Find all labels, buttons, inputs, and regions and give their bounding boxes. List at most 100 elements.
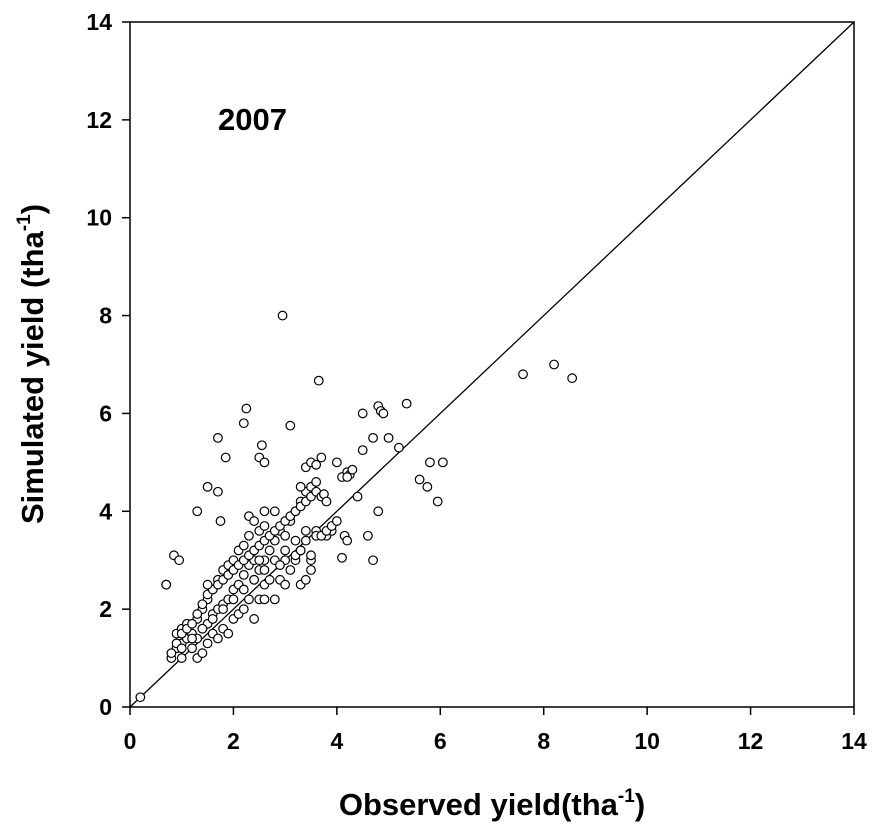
data-point (197, 648, 208, 659)
data-point (342, 535, 353, 546)
data-point (244, 530, 254, 541)
data-point (321, 496, 332, 507)
data-point (401, 398, 412, 409)
y-axis-ticks: 0 2 4 6 8 10 12 14 (86, 9, 130, 720)
data-point (316, 452, 327, 463)
one-to-one-line (129, 21, 855, 708)
data-point (174, 555, 185, 566)
data-point (202, 579, 213, 590)
y-tick-label: 8 (99, 303, 112, 329)
data-point (337, 552, 347, 563)
data-point (295, 481, 306, 492)
data-point (425, 457, 435, 468)
data-point (437, 457, 448, 468)
data-point (331, 457, 342, 468)
data-point (300, 525, 311, 536)
data-point (290, 535, 301, 546)
data-point (259, 457, 270, 468)
data-point (238, 584, 249, 595)
data-point (311, 477, 322, 487)
data-point (192, 609, 203, 619)
data-point (202, 638, 213, 649)
data-point (306, 550, 316, 561)
data-point (220, 452, 231, 463)
data-point (280, 530, 291, 541)
data-point (277, 310, 288, 321)
data-point (207, 614, 218, 624)
data-point (347, 464, 358, 475)
data-point (197, 623, 208, 634)
data-point (368, 432, 378, 443)
data-point (378, 408, 389, 419)
data-point (249, 614, 260, 624)
x-tick-label: 14 (841, 728, 867, 754)
data-point (202, 481, 213, 492)
year-annotation: 2007 (218, 102, 287, 137)
data-point (313, 375, 324, 386)
data-point (187, 643, 197, 654)
data-point (394, 442, 404, 453)
data-point (259, 594, 270, 605)
data-point (331, 516, 342, 526)
y-tick-label: 10 (86, 205, 112, 231)
x-tick-label: 6 (434, 728, 447, 754)
data-point (414, 474, 425, 485)
x-axis-ticks: 0 2 4 6 8 10 12 14 (124, 707, 867, 754)
data-point (249, 574, 260, 585)
y-tick-label: 6 (99, 400, 112, 426)
data-point (241, 403, 252, 414)
data-point (192, 506, 203, 517)
data-point (259, 565, 270, 575)
data-point (352, 491, 363, 502)
data-point (357, 408, 368, 419)
data-point (285, 565, 296, 575)
data-point (213, 432, 223, 443)
data-point (223, 628, 234, 639)
data-point (197, 599, 208, 610)
x-tick-label: 2 (227, 728, 240, 754)
data-point (215, 516, 226, 526)
data-point (166, 648, 177, 659)
data-point (238, 418, 249, 429)
data-point (176, 653, 187, 663)
data-point (259, 521, 270, 531)
data-point (295, 545, 306, 556)
data-point (176, 643, 187, 654)
data-point (264, 545, 275, 556)
data-point (135, 692, 146, 703)
data-point (342, 472, 353, 482)
data-point (228, 594, 239, 605)
data-point (269, 594, 280, 605)
x-tick-label: 12 (738, 728, 764, 754)
data-point (238, 540, 249, 551)
x-tick-label: 10 (634, 728, 660, 754)
data-point (249, 516, 260, 526)
data-point (269, 506, 280, 517)
data-point (432, 496, 443, 507)
data-point (280, 579, 291, 590)
plot-frame (129, 21, 855, 708)
data-point (259, 506, 270, 517)
y-tick-label: 2 (99, 596, 112, 622)
data-point (311, 459, 322, 470)
data-point (238, 569, 249, 580)
data-point (187, 618, 197, 629)
x-axis-title: Observed yield(tha-1) (339, 786, 645, 822)
data-point (275, 560, 285, 571)
data-point (213, 486, 223, 497)
data-point (362, 530, 373, 541)
data-point (264, 574, 275, 585)
y-tick-label: 4 (99, 498, 112, 524)
data-point (300, 574, 311, 585)
data-point (218, 604, 228, 615)
data-point (306, 565, 316, 575)
x-tick-label: 4 (330, 728, 343, 754)
data-point (238, 604, 249, 615)
data-point (300, 535, 311, 546)
y-tick-label: 14 (86, 9, 112, 35)
data-point (244, 594, 254, 605)
data-point (383, 432, 394, 443)
data-point (549, 359, 559, 370)
data-point (357, 445, 368, 456)
